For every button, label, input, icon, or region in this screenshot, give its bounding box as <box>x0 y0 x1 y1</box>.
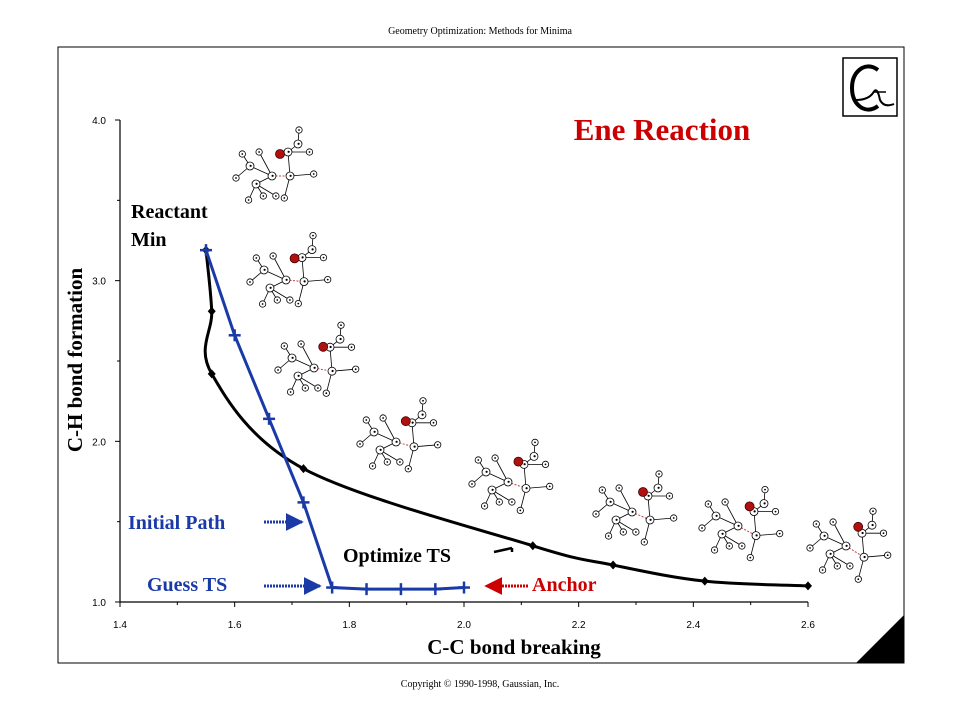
reaction-path-point <box>804 581 812 591</box>
corner-triangle <box>856 615 904 663</box>
molecule-bond <box>272 255 287 281</box>
oxygen-atom <box>513 456 524 467</box>
x-tick-label: 1.4 <box>113 620 127 631</box>
oxygen-atom <box>318 341 329 352</box>
x-tick-label: 1.8 <box>342 620 356 631</box>
molecule-structure <box>468 438 554 514</box>
molecule-structure <box>356 397 442 473</box>
reaction-path-point <box>207 369 216 379</box>
annotation-anchor: Anchor <box>532 574 597 596</box>
molecule-bond <box>494 457 509 483</box>
molecule-structures <box>232 126 892 583</box>
slide-footer: Copyright © 1990-1998, Gaussian, Inc. <box>400 679 560 690</box>
slide-border <box>57 46 905 664</box>
reaction-path-point <box>528 541 537 551</box>
x-tick-label: 2.6 <box>801 620 815 631</box>
x-axis-label: C-C bond breaking <box>427 635 601 659</box>
reaction-path-point <box>700 576 709 586</box>
molecule-bond <box>382 417 397 443</box>
molecule-structure <box>274 321 360 397</box>
annotation-min: Min <box>131 229 167 251</box>
slide-header: Geometry Optimization: Methods for Minim… <box>388 26 572 37</box>
annotation-optimize-ts: Optimize TS <box>343 545 451 567</box>
molecule-bond <box>724 501 739 527</box>
x-ticks: 1.4 1.6 1.8 2.0 2.2 2.4 2.6 <box>113 602 815 631</box>
initial-path-line <box>204 249 465 591</box>
y-tick-label: 2.0 <box>92 437 106 448</box>
molecule-bond <box>258 151 273 177</box>
reaction-path-line <box>203 249 809 588</box>
gaussian-logo <box>842 57 898 117</box>
x-tick-label: 2.0 <box>457 620 471 631</box>
molecule-structure <box>246 232 332 308</box>
oxygen-atom <box>275 149 285 159</box>
molecule-bond <box>618 487 633 513</box>
y-ticks: 1.0 2.0 3.0 4.0 <box>92 116 120 609</box>
x-tick-label: 2.2 <box>572 620 586 631</box>
oxygen-atom <box>289 253 300 264</box>
y-tick-label: 3.0 <box>92 277 106 288</box>
y-axis-label: C-H bond formation <box>63 268 87 453</box>
oxygen-atom <box>400 416 411 427</box>
oxygen-atom <box>853 521 864 532</box>
oxygen-atom <box>744 501 755 512</box>
chart-title: Ene Reaction <box>574 112 751 147</box>
molecule-structure <box>698 485 784 562</box>
x-tick-label: 1.6 <box>228 620 242 631</box>
molecule-structure <box>806 507 892 583</box>
reaction-path-point <box>609 560 618 570</box>
annotation-initial-path: Initial Path <box>128 512 225 534</box>
molecule-bond <box>832 521 847 547</box>
chart-series <box>200 244 812 596</box>
y-tick-label: 4.0 <box>92 116 106 127</box>
x-tick-label: 2.4 <box>686 620 700 631</box>
y-tick-label: 1.0 <box>92 598 106 609</box>
molecule-structure <box>232 126 318 204</box>
oxygen-atom <box>638 487 648 497</box>
annotation-guess-ts: Guess TS <box>147 574 227 596</box>
molecule-bond <box>300 343 315 369</box>
reaction-path-point <box>299 464 308 474</box>
optimize-ts-arrow <box>493 546 513 554</box>
reaction-path-point <box>207 306 216 316</box>
annotation-reactant: Reactant <box>131 201 208 223</box>
molecule-structure <box>592 470 678 546</box>
